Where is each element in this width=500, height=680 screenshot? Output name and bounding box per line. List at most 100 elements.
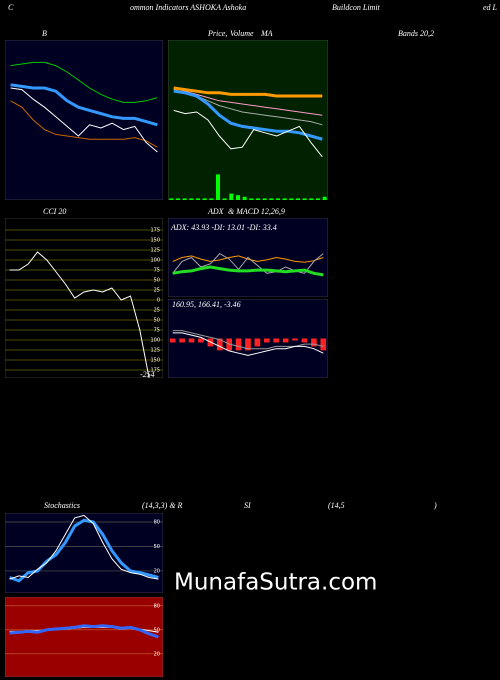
- series-line: [9, 514, 159, 580]
- series-line: [10, 61, 158, 103]
- panel-background: [5, 597, 163, 677]
- series-line: [10, 83, 158, 127]
- bar: [320, 338, 327, 351]
- y-tick-label: 125: [150, 248, 160, 254]
- y-tick-label: 150: [150, 238, 160, 244]
- bar: [179, 338, 185, 343]
- series-line: [173, 86, 323, 98]
- bar: [182, 198, 187, 200]
- header-text: ed L: [483, 3, 498, 12]
- bar: [216, 174, 220, 200]
- series-line: [9, 624, 159, 639]
- bar: [276, 198, 280, 200]
- bar: [322, 196, 327, 200]
- header-text: Buildcon Limit: [332, 3, 381, 12]
- bar: [262, 198, 267, 200]
- panel-title: Bands 20,2: [398, 29, 434, 38]
- series-line: [9, 251, 150, 378]
- bar: [282, 198, 287, 200]
- bar: [198, 338, 204, 343]
- y-tick-label: 100: [150, 258, 160, 264]
- series-line: [173, 89, 323, 141]
- panel-title: Stochastics: [44, 501, 80, 510]
- series-line: [172, 330, 324, 350]
- bar: [316, 198, 320, 200]
- panel: [168, 40, 328, 200]
- panel-title: CCI 20: [43, 207, 66, 216]
- bar: [309, 198, 314, 200]
- series-line: [172, 255, 324, 263]
- bar: [216, 338, 223, 351]
- y-tick-label: 125: [150, 348, 160, 354]
- series-line: [173, 87, 323, 116]
- panel: 80 50 20: [5, 597, 163, 677]
- bar: [207, 338, 214, 347]
- bar: [273, 338, 280, 343]
- series-line: [10, 87, 158, 153]
- bar: [196, 198, 200, 200]
- header-text: C: [8, 3, 14, 12]
- bar: [245, 338, 251, 351]
- panel: 80 50 20: [5, 513, 163, 593]
- panel-title: Price,: [207, 29, 227, 38]
- bar: [189, 198, 194, 200]
- bar: [236, 195, 240, 200]
- bar: [296, 198, 300, 200]
- series-line: [10, 100, 158, 148]
- panel-title: ): [433, 501, 437, 510]
- bar: [311, 338, 317, 347]
- bar: [302, 198, 307, 200]
- panel-annotation: ADX: 43.93 -DI: 13.01 -DI: 33.4: [170, 223, 277, 232]
- y-tick-label: 50: [154, 278, 160, 284]
- watermark: MunafaSutra.com: [174, 570, 377, 596]
- panel: [168, 218, 328, 297]
- series-line: [173, 109, 323, 158]
- panel: [168, 299, 328, 378]
- panel-title: MA: [260, 29, 273, 38]
- series-line: [172, 332, 324, 356]
- y-tick-label: 75: [154, 268, 160, 274]
- bar: [209, 198, 214, 200]
- y-tick-label: 150: [150, 358, 160, 364]
- y-tick-label: 175: [150, 228, 160, 234]
- panel-title: (14,3,3) & R: [142, 501, 183, 510]
- bar: [176, 198, 180, 200]
- bar: [254, 338, 261, 347]
- y-tick-label: 50: [154, 544, 160, 550]
- y-tick-label: 80: [154, 603, 160, 609]
- y-tick-label: 175: [150, 368, 160, 374]
- y-tick-label: 80: [154, 519, 160, 525]
- y-tick-label: 25: [154, 288, 160, 294]
- bar: [222, 198, 227, 200]
- bar: [256, 198, 260, 200]
- bar: [169, 338, 176, 343]
- bar: [242, 196, 247, 200]
- panel-title: B: [42, 29, 47, 38]
- panel-title: & MACD 12,26,9: [228, 207, 285, 216]
- series-line: [172, 265, 324, 277]
- panel-background: [5, 513, 163, 593]
- y-tick-label: 25: [154, 308, 160, 314]
- bar: [282, 338, 289, 343]
- y-tick-label: 50: [154, 318, 160, 324]
- panel-title: ADX: [207, 207, 225, 216]
- y-tick-label: 20: [154, 568, 160, 574]
- header-text: ommon Indicators ASHOKA Ashoka: [130, 3, 246, 12]
- y-tick-label: 50: [154, 627, 160, 633]
- panel-title: SI: [244, 501, 251, 510]
- y-tick-label: 75: [154, 328, 160, 334]
- y-tick-label: 20: [154, 651, 160, 657]
- bar: [229, 193, 234, 200]
- bar: [169, 198, 174, 200]
- panel-background: [5, 218, 163, 378]
- y-tick-label: 100: [150, 338, 160, 344]
- bar: [202, 198, 207, 200]
- bar: [289, 198, 294, 200]
- panel: [5, 40, 163, 200]
- panel-background: [168, 40, 328, 200]
- bar: [249, 198, 254, 200]
- value-label: -254: [140, 370, 155, 379]
- y-tick-label: 0: [157, 298, 160, 304]
- bar: [292, 338, 298, 341]
